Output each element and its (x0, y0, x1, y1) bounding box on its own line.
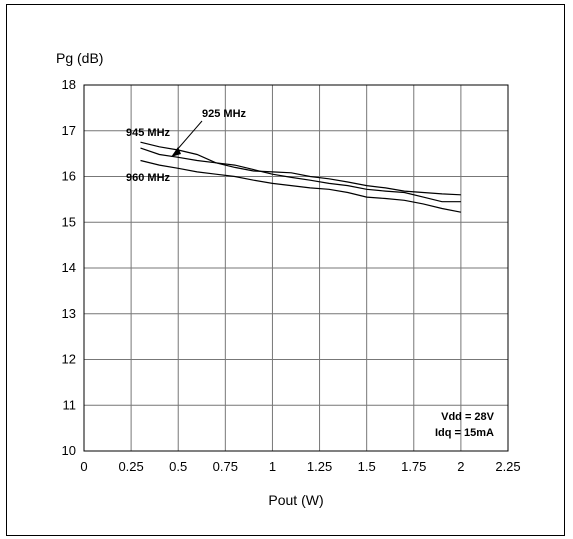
y-tick-label: 17 (62, 123, 76, 138)
label-pointer-line (175, 120, 203, 152)
label-pointer-arrowhead (171, 147, 181, 157)
series-line-960-mhz (140, 159, 462, 213)
series-label-960: 960 MHz (126, 172, 171, 184)
y-tick-label: 10 (62, 443, 76, 458)
y-tick-label: 12 (62, 352, 76, 367)
y-tick-label: 13 (62, 306, 76, 321)
x-tick-label: 0.5 (169, 459, 187, 474)
series-layer (140, 141, 462, 213)
y-tick-label: 18 (62, 77, 76, 92)
x-tick-label: 0.25 (118, 459, 143, 474)
y-axis-label: Pg (dB) (56, 50, 103, 66)
condition-idq: Idq = 15mA (435, 427, 494, 439)
series-line-945-mhz (140, 147, 461, 203)
y-tick-label: 15 (62, 214, 76, 229)
x-tick-label: 2.25 (495, 459, 520, 474)
tick-labels: 0 0.25 0.5 0.75 1 1.25 1.5 1.75 2 2.25 10 11 12 13 14 1… (62, 77, 521, 474)
series-label-925: 925 MHz (202, 108, 247, 120)
series-label-945: 945 MHz (126, 127, 171, 139)
x-tick-label: 1 (269, 459, 276, 474)
x-axis-label: Pout (W) (268, 492, 323, 508)
x-tick-label: 1.5 (358, 459, 376, 474)
x-tick-label: 0.75 (213, 459, 238, 474)
series-line-925-mhz (140, 141, 461, 196)
y-tick-label: 16 (62, 169, 76, 184)
condition-vdd: Vdd = 28V (441, 411, 495, 423)
plot-area-border (83, 84, 509, 452)
y-tick-label: 11 (63, 397, 77, 412)
chart-frame (6, 4, 565, 536)
y-tick-label: 14 (62, 260, 76, 275)
x-tick-label: 1.75 (401, 459, 426, 474)
x-tick-label: 0 (80, 459, 87, 474)
x-tick-label: 1.25 (307, 459, 332, 474)
grid (83, 84, 509, 452)
x-tick-label: 2 (457, 459, 464, 474)
